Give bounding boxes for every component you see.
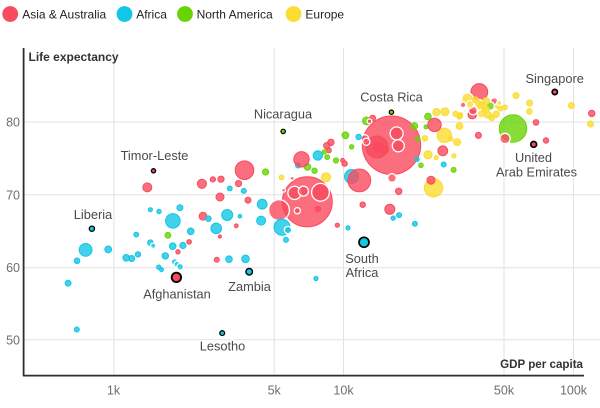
svg-text:United: United — [515, 150, 552, 165]
svg-text:North America: North America — [197, 8, 273, 22]
svg-text:Afghanistan: Afghanistan — [143, 287, 211, 302]
svg-text:50k: 50k — [494, 384, 515, 398]
svg-text:Singapore: Singapore — [526, 71, 584, 86]
svg-text:Timor-Leste: Timor-Leste — [121, 148, 189, 163]
svg-text:Zambia: Zambia — [228, 279, 272, 294]
svg-text:Europe: Europe — [305, 8, 344, 22]
svg-text:60: 60 — [6, 261, 20, 275]
svg-text:Arab Emirates: Arab Emirates — [496, 165, 577, 180]
svg-text:Nicaragua: Nicaragua — [254, 107, 313, 122]
svg-text:1k: 1k — [107, 384, 121, 398]
svg-text:Africa: Africa — [346, 265, 380, 280]
svg-text:70: 70 — [6, 188, 20, 202]
svg-text:5k: 5k — [268, 384, 282, 398]
svg-text:Liberia: Liberia — [74, 207, 113, 222]
svg-text:Asia & Australia: Asia & Australia — [22, 8, 106, 22]
svg-text:100k: 100k — [560, 384, 588, 398]
svg-text:Lesotho: Lesotho — [200, 339, 246, 354]
svg-text:10k: 10k — [333, 384, 354, 398]
svg-text:GDP per capita: GDP per capita — [500, 358, 583, 371]
svg-text:50: 50 — [6, 333, 20, 347]
svg-text:Life expectancy: Life expectancy — [29, 50, 119, 64]
svg-text:Africa: Africa — [136, 8, 167, 22]
svg-text:South: South — [345, 251, 378, 266]
svg-text:Costa Rica: Costa Rica — [360, 90, 423, 105]
svg-text:80: 80 — [6, 116, 20, 130]
